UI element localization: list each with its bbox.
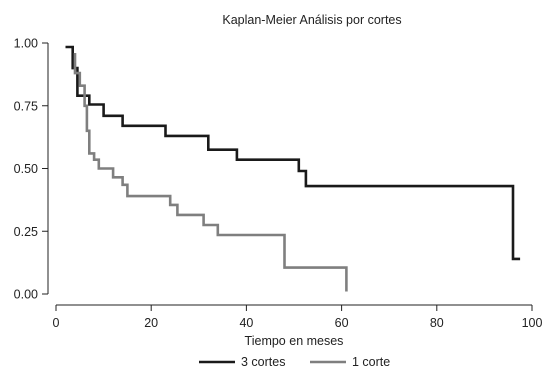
x-axis-label: Tiempo en meses: [245, 334, 344, 348]
legend: 3 cortes 1 corte: [199, 355, 390, 369]
y-tick-label: 0.00: [14, 288, 38, 302]
axes: 0.00 0.25 0.50 0.75 1.00 0 20 40 60 80 100: [14, 37, 543, 331]
y-tick-label: 0.50: [14, 162, 38, 176]
y-tick-label: 0.25: [14, 225, 38, 239]
series-layer: [65, 45, 521, 292]
series-line-1: [65, 45, 521, 261]
y-tick-label: 0.75: [14, 99, 38, 113]
x-tick-label: 0: [53, 316, 60, 330]
x-tick-label: 20: [144, 316, 158, 330]
x-tick-label: 40: [239, 316, 253, 330]
chart-title: Kaplan-Meier Análisis por cortes: [222, 13, 401, 27]
series-line-2: [73, 53, 348, 292]
x-tick-label: 80: [430, 316, 444, 330]
x-tick-label: 100: [522, 316, 543, 330]
legend-label-2: 1 corte: [352, 355, 390, 369]
legend-label-1: 3 cortes: [241, 355, 285, 369]
y-tick-label: 1.00: [14, 37, 38, 51]
x-tick-label: 60: [335, 316, 349, 330]
